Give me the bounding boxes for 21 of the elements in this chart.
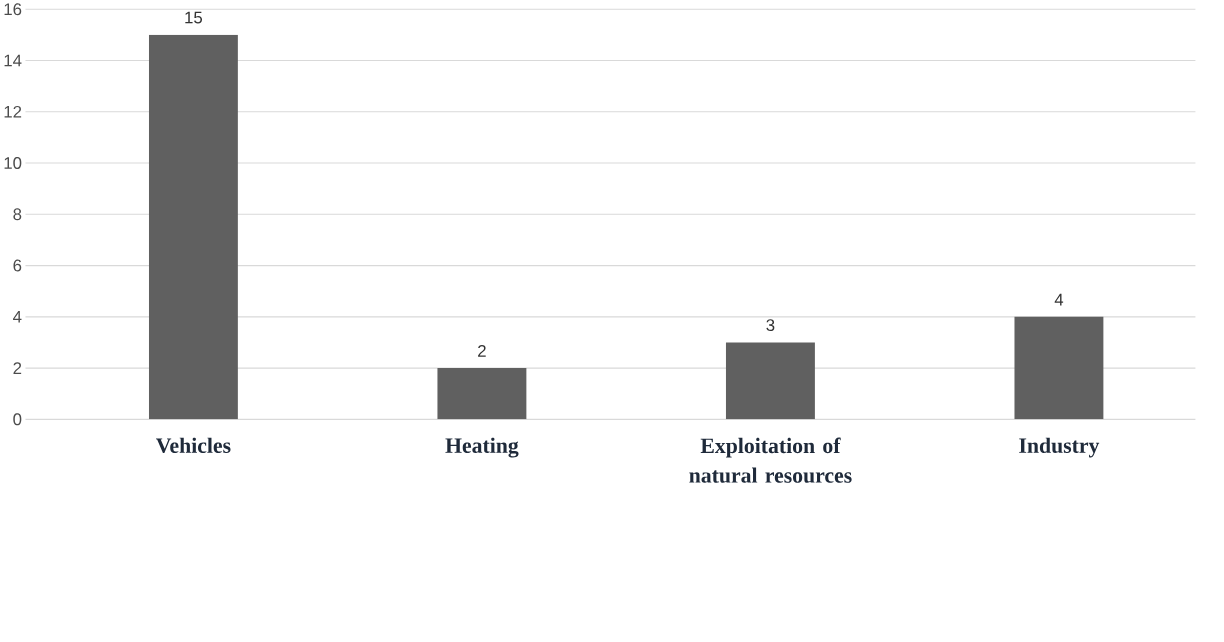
data-label: 15 — [185, 11, 203, 24]
x-tick-label: Vehicles — [156, 437, 231, 453]
y-tick-label: 2 — [13, 362, 22, 374]
bar — [1014, 316, 1104, 420]
y-tick-label: 16 — [4, 3, 22, 16]
data-label: 4 — [1054, 293, 1064, 306]
y-tick-label: 10 — [4, 156, 22, 169]
x-tick-label: Industry — [1019, 437, 1100, 458]
data-label: 2 — [478, 344, 486, 357]
y-tick-label: 12 — [4, 105, 22, 118]
x-tick-label: Exploitation of natural resources — [689, 437, 852, 483]
bar — [148, 34, 238, 420]
bar — [437, 367, 527, 420]
bar — [725, 342, 815, 420]
y-tick-label: 4 — [13, 310, 22, 323]
x-tick-label: Heating — [445, 437, 519, 458]
y-tick-label: 0 — [13, 413, 22, 426]
y-tick-label: 6 — [13, 259, 22, 272]
y-tick-label: 8 — [13, 208, 22, 221]
data-label: 3 — [766, 318, 775, 331]
y-tick-label: 14 — [4, 54, 22, 67]
